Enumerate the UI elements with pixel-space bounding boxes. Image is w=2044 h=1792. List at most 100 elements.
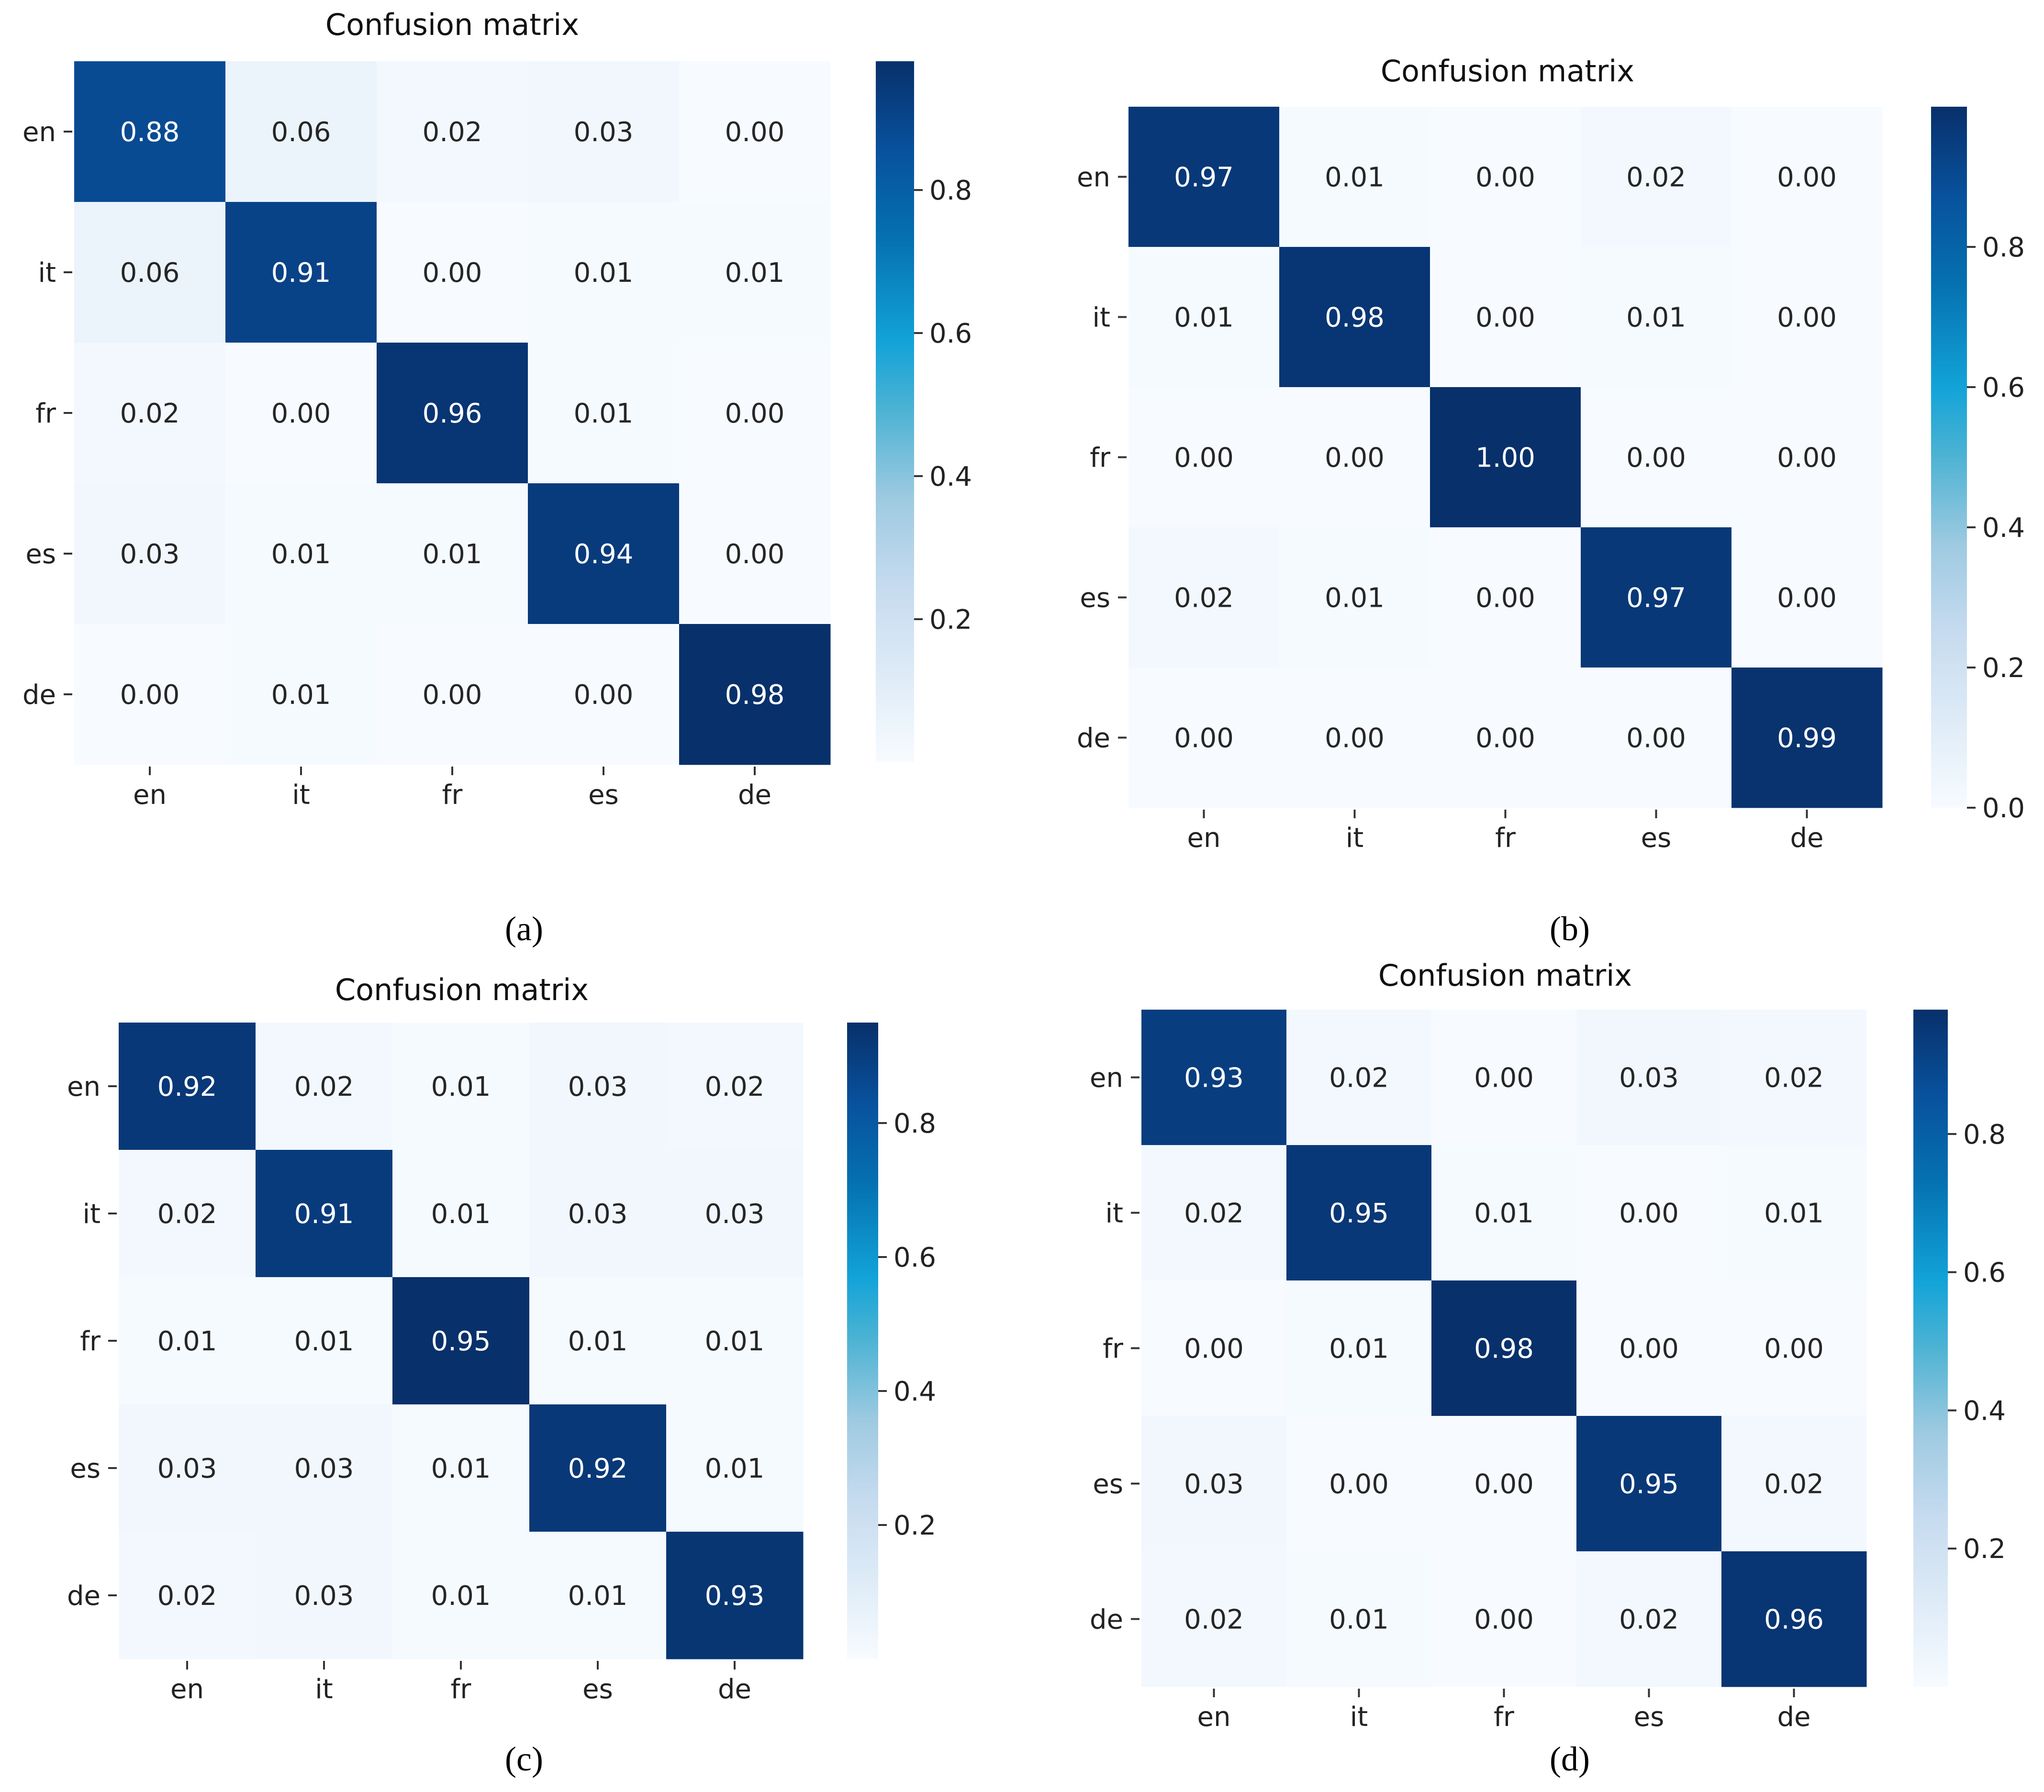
heatmap-cell xyxy=(1576,1145,1722,1281)
heatmap-cell xyxy=(1141,1010,1287,1146)
cell-value-label: 0.01 xyxy=(271,679,331,711)
cell-value-label: 0.02 xyxy=(1764,1063,1824,1094)
heatmap-cell xyxy=(1576,1280,1722,1416)
heatmap-cell xyxy=(1279,668,1430,808)
heatmap-cell xyxy=(528,202,680,343)
heatmap-cell xyxy=(679,624,831,765)
cell-value-label: 0.01 xyxy=(1174,302,1234,334)
heatmap-cell xyxy=(377,483,528,624)
heatmap-cell xyxy=(528,483,680,624)
y-tick-label: fr xyxy=(35,398,56,429)
panel-caption: (a) xyxy=(505,910,543,948)
cell-value-label: 0.00 xyxy=(1329,1469,1389,1500)
heatmap-cell xyxy=(256,1277,393,1405)
colorbar-tick-label: 0.6 xyxy=(1963,1258,2006,1289)
cell-value-label: 0.03 xyxy=(568,1199,628,1230)
y-tick-label: es xyxy=(25,539,56,570)
y-tick-label: es xyxy=(1093,1469,1123,1500)
cell-value-label: 0.01 xyxy=(1764,1198,1824,1229)
heatmap-cell xyxy=(225,483,377,624)
cell-value-label: 0.06 xyxy=(271,117,331,148)
heatmap-cell xyxy=(529,1532,667,1659)
colorbar-tick-label: 0.8 xyxy=(1982,232,2025,263)
heatmap-cell xyxy=(528,61,680,202)
colorbar xyxy=(876,61,914,762)
heatmap-cell xyxy=(1581,247,1732,388)
cell-value-label: 1.00 xyxy=(1475,443,1535,474)
x-tick-label: en xyxy=(133,779,167,811)
chart-title: Confusion matrix xyxy=(1381,54,1634,89)
cell-value-label: 0.98 xyxy=(725,679,785,711)
panel-caption: (d) xyxy=(1550,1740,1590,1778)
cell-value-label: 0.00 xyxy=(1777,443,1837,474)
x-tick-label: it xyxy=(1346,823,1364,854)
cell-value-label: 0.00 xyxy=(725,398,785,429)
y-tick-label: fr xyxy=(1103,1334,1124,1365)
cell-value-label: 0.00 xyxy=(1325,723,1385,754)
colorbar-tick-label: 0.4 xyxy=(1982,512,2025,544)
chart-title: Confusion matrix xyxy=(1378,958,1632,993)
y-tick-label: de xyxy=(1077,723,1110,754)
x-tick-label: de xyxy=(1790,823,1824,854)
cell-value-label: 0.00 xyxy=(1475,302,1535,334)
y-tick-label: en xyxy=(1090,1063,1123,1094)
heatmap-cell xyxy=(529,1023,667,1150)
cell-value-label: 0.00 xyxy=(1475,162,1535,193)
cell-value-label: 0.00 xyxy=(1474,1604,1534,1636)
heatmap-cell xyxy=(1576,1010,1722,1146)
heatmap-cell xyxy=(1430,387,1581,528)
cell-value-label: 0.01 xyxy=(1329,1604,1389,1636)
x-tick-label: en xyxy=(1187,823,1221,854)
x-tick-label: fr xyxy=(1495,823,1516,854)
cell-value-label: 0.94 xyxy=(574,539,634,570)
y-tick-label: it xyxy=(38,257,56,289)
y-tick-label: de xyxy=(1090,1604,1123,1636)
heatmap-cell xyxy=(1286,1551,1432,1687)
heatmap-cell xyxy=(392,1150,530,1278)
heatmap-cell xyxy=(528,343,680,484)
cell-value-label: 0.01 xyxy=(431,1453,491,1484)
heatmap-cell xyxy=(256,1150,393,1278)
cell-value-label: 0.00 xyxy=(1626,443,1686,474)
y-tick-label: de xyxy=(67,1581,101,1612)
heatmap-cell xyxy=(1431,1010,1577,1146)
heatmap-cell xyxy=(1431,1551,1577,1687)
heatmap-cell xyxy=(377,624,528,765)
colorbar-tick-label: 0.6 xyxy=(929,318,972,349)
cell-value-label: 0.00 xyxy=(1184,1334,1244,1365)
cell-value-label: 0.98 xyxy=(1474,1334,1534,1365)
cell-value-label: 0.93 xyxy=(705,1581,765,1612)
cell-value-label: 0.02 xyxy=(1184,1604,1244,1636)
y-tick-label: en xyxy=(22,117,56,148)
cell-value-label: 0.95 xyxy=(1329,1198,1389,1229)
heatmap-cell xyxy=(679,202,831,343)
heatmap-cell xyxy=(1721,1280,1867,1416)
cell-value-label: 0.01 xyxy=(1325,162,1385,193)
cell-value-label: 0.03 xyxy=(568,1071,628,1102)
heatmap-cell xyxy=(666,1532,804,1659)
heatmap-cell xyxy=(1431,1145,1577,1281)
heatmap-cell xyxy=(377,343,528,484)
cell-value-label: 0.01 xyxy=(1325,583,1385,614)
cell-value-label: 0.00 xyxy=(1619,1334,1679,1365)
cell-value-label: 0.00 xyxy=(1475,583,1535,614)
heatmap-cell xyxy=(1128,527,1280,668)
cell-value-label: 0.00 xyxy=(1474,1469,1534,1500)
y-tick-label: en xyxy=(67,1071,101,1102)
cell-value-label: 0.00 xyxy=(1777,583,1837,614)
cell-value-label: 0.00 xyxy=(120,679,180,711)
y-tick-label: it xyxy=(1092,302,1110,334)
heatmap-cell xyxy=(392,1404,530,1532)
confusion-matrix-panel-1: Confusion matrix 0.88 0.06 0.02 0.03 0.00 0.06… xyxy=(22,7,972,948)
heatmap-cell xyxy=(1581,527,1732,668)
cell-value-label: 0.01 xyxy=(271,539,331,570)
cell-value-label: 0.03 xyxy=(294,1581,354,1612)
heatmap-cell xyxy=(666,1404,804,1532)
cell-value-label: 0.97 xyxy=(1174,162,1234,193)
cell-value-label: 0.99 xyxy=(1777,723,1837,754)
heatmap-cell xyxy=(1128,387,1280,528)
heatmap-cell xyxy=(74,61,226,202)
cell-value-label: 0.00 xyxy=(1174,723,1234,754)
colorbar-tick-label: 0.0 xyxy=(1982,793,2025,824)
cell-value-label: 0.95 xyxy=(431,1326,491,1357)
